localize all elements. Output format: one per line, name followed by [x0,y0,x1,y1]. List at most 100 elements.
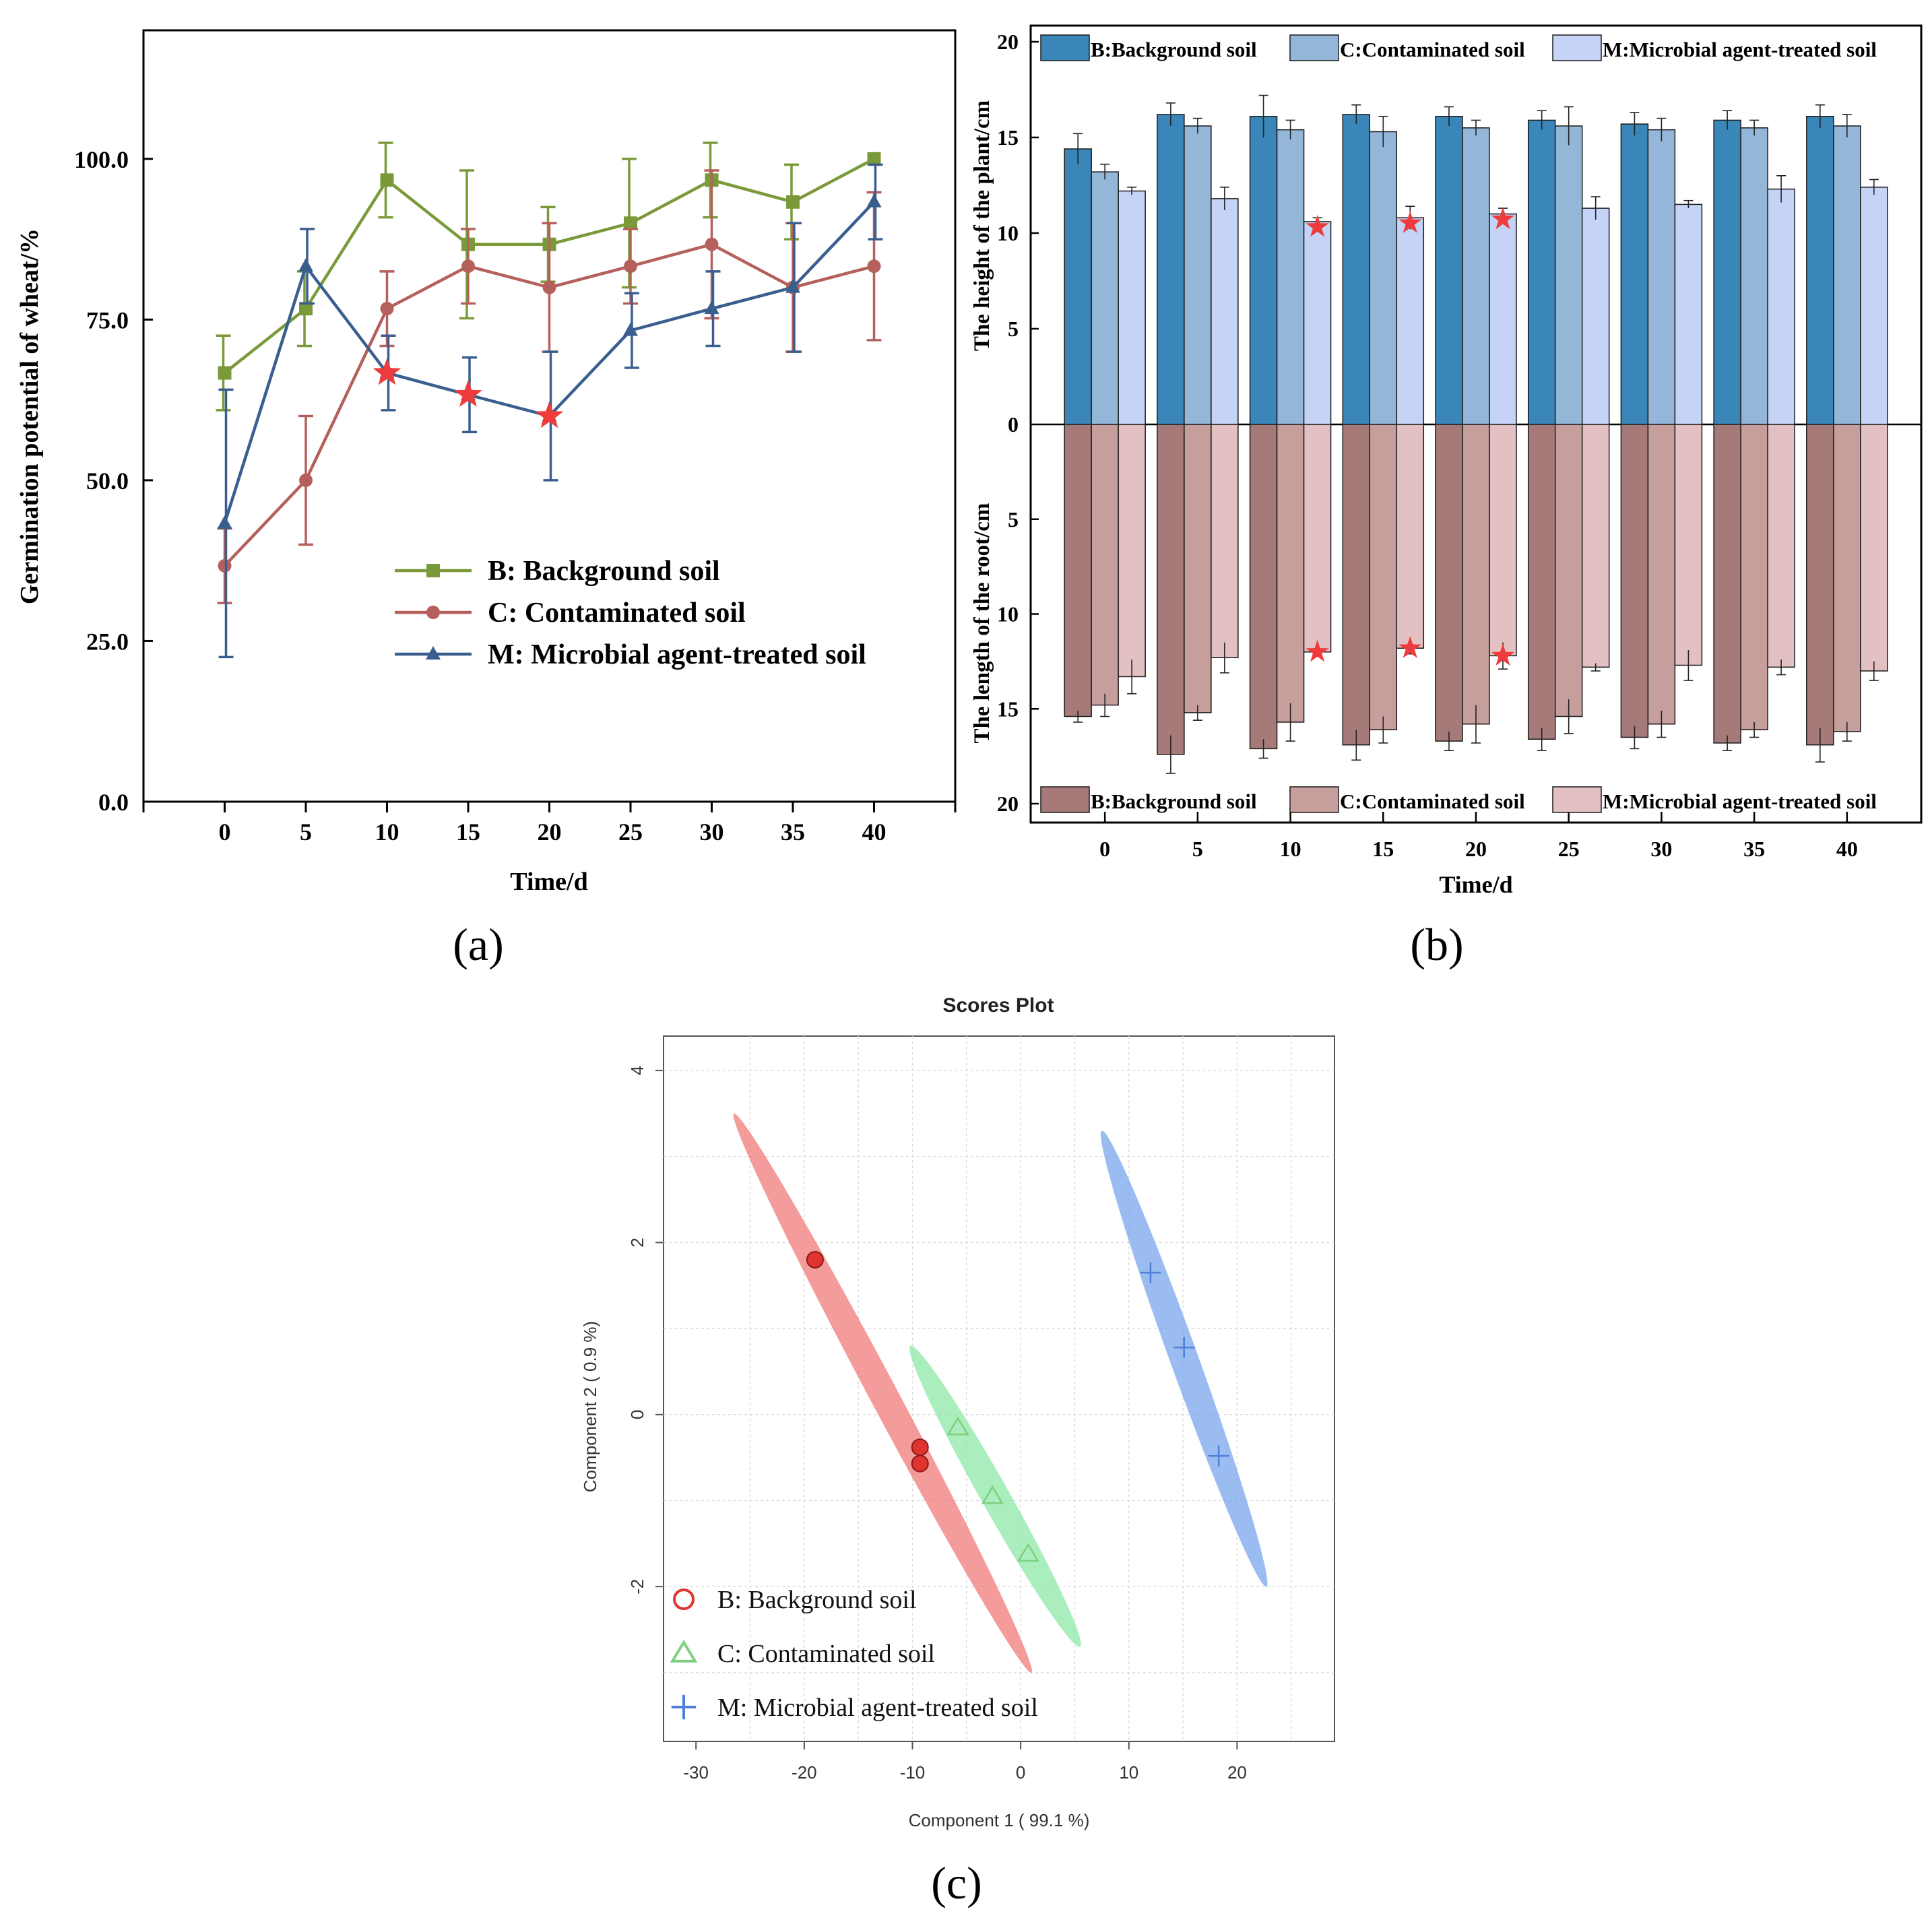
c-x-tick-label: 0 [1016,1762,1025,1783]
c-legend-label: B: Background soil [717,1586,917,1614]
panel-a-x-axis: 0 5 10 15 20 25 30 35 40 [142,802,957,845]
b-bar-root [1211,424,1239,658]
panel-b-figure-label: (b) [1410,919,1463,970]
panel-c-title: Scores Plot [942,994,1054,1017]
panel-a-x-label: Time/d [510,868,587,896]
b-bar-root [1527,424,1556,740]
c-x-tick-label: -10 [900,1762,926,1783]
b-significance-star [1398,211,1422,233]
b-bar-root [1647,424,1676,725]
a-data-point [867,152,881,166]
b-bar-root [1581,424,1610,668]
b-bar-height [1249,116,1278,425]
b-y-tick-label: 10 [997,221,1019,245]
b-bar-height [1581,207,1610,425]
b-bar-height [1860,187,1888,425]
panel-c-y-label: Component 2 ( 0.9 %) [580,1321,600,1492]
panel-b-legends: B:Background soil C:Contaminated soil M:Mi… [1040,34,1877,813]
panel-a-y-axis: 0.0 25.0 50.0 75.0 100.0 [74,146,153,816]
b-legend-swatch-top [1552,34,1602,61]
b-legend-swatch-bottom [1552,786,1602,813]
a-significance-star [535,401,564,428]
b-bar-height [1184,125,1212,425]
b-bar-root [1674,424,1703,666]
c-confidence-ellipse [1101,1130,1268,1587]
c-y-tick-label: -2 [627,1579,647,1595]
b-legend-swatch-top [1289,34,1339,61]
a-data-point [785,279,800,293]
b-bar-height [1713,119,1741,425]
c-data-point [1208,1445,1229,1467]
b-bar-root [1554,424,1583,717]
b-bar-height [1674,203,1703,425]
a-y-tick-label: 75.0 [86,307,129,333]
panel-a-y-label: Germination potential of wheat/% [15,228,44,604]
b-bar-root [1396,424,1425,649]
a-legend-marker [426,646,441,660]
b-x-tick-label: 5 [1192,837,1203,861]
panel-c-plot-area [663,1035,1335,1742]
b-bar-height [1527,119,1556,425]
b-x-tick-label: 35 [1743,837,1765,861]
a-x-tick-label: 25 [618,819,643,845]
b-legend-swatch-bottom [1040,786,1090,813]
b-bar-height [1064,148,1092,425]
c-y-tick-label: 4 [627,1066,647,1075]
b-bar-root [1369,424,1398,730]
panel-b-y-label-top: The height of the plant/cm [970,100,994,351]
a-data-point [867,259,881,274]
b-x-tick-label: 25 [1558,837,1580,861]
b-bar-root [1489,424,1517,657]
b-x-tick-label: 40 [1836,837,1858,861]
panel-a-figure-label: (a) [453,919,503,970]
b-x-tick-label: 20 [1465,837,1487,861]
panel-c-x-label: Component 1 ( 99.1 %) [909,1810,1090,1830]
b-bar-height [1396,217,1425,425]
c-legend-marker [671,1694,697,1720]
b-legend-swatch-top [1040,34,1090,61]
b-bar-height [1489,213,1517,425]
a-y-tick-label: 50.0 [86,468,129,494]
a-data-point [299,302,313,316]
panel-b-x-label: Time/d [1439,871,1512,898]
b-legend-label-bottom: B:Background soil [1091,790,1257,813]
a-data-point [624,216,637,230]
c-legend-label: M: Microbial agent-treated soil [717,1694,1038,1722]
b-bar-height [1554,125,1583,425]
a-legend-label: B: Background soil [488,556,720,587]
a-x-tick-label: 5 [300,819,312,845]
b-y-tick-label: 15 [997,125,1019,150]
panel-a-germination-chart: 0.0 25.0 50.0 75.0 100.0 0 5 10 15 20 25 30 35 40 B:… [15,29,957,970]
a-data-point [380,302,394,316]
a-legend-label: M: Microbial agent-treated soil [488,639,866,670]
panel-b-plant-root-chart: 0 5 5 10 10 15 15 20 20 0 5 10 15 20 25 30 35 40 B:Backg… [970,24,1923,970]
a-data-point [866,193,882,207]
b-bar-root [1276,424,1305,723]
a-data-point [218,366,232,380]
a-data-point [218,558,232,573]
panel-a-legend: B: Background soil C: Contaminated soil M:… [395,556,866,670]
a-data-point [623,322,638,336]
a-data-point [704,300,719,315]
b-bar-height [1462,127,1490,425]
a-x-tick-label: 20 [538,819,562,845]
b-x-tick-label: 15 [1372,837,1394,861]
panel-b-y-label-bottom: The length of the root/cm [970,503,994,744]
b-bar-height [1833,125,1861,425]
b-bar-root [1740,424,1768,730]
b-y-tick-label: 20 [997,792,1019,816]
c-x-tick-label: -20 [792,1762,817,1783]
a-legend-marker [426,564,440,577]
b-bar-height [1276,129,1305,425]
b-x-tick-label: 30 [1650,837,1672,861]
c-data-point [946,1416,969,1436]
b-bar-root [1806,424,1834,746]
b-bar-root [1462,424,1490,725]
b-bar-height [1767,188,1795,425]
c-data-point [806,1250,824,1269]
panel-c-confidence-regions [733,1113,1268,1673]
a-data-point [542,280,556,294]
b-y-tick-label: 5 [1008,317,1019,341]
b-y-tick-label: 0 [1008,412,1019,437]
